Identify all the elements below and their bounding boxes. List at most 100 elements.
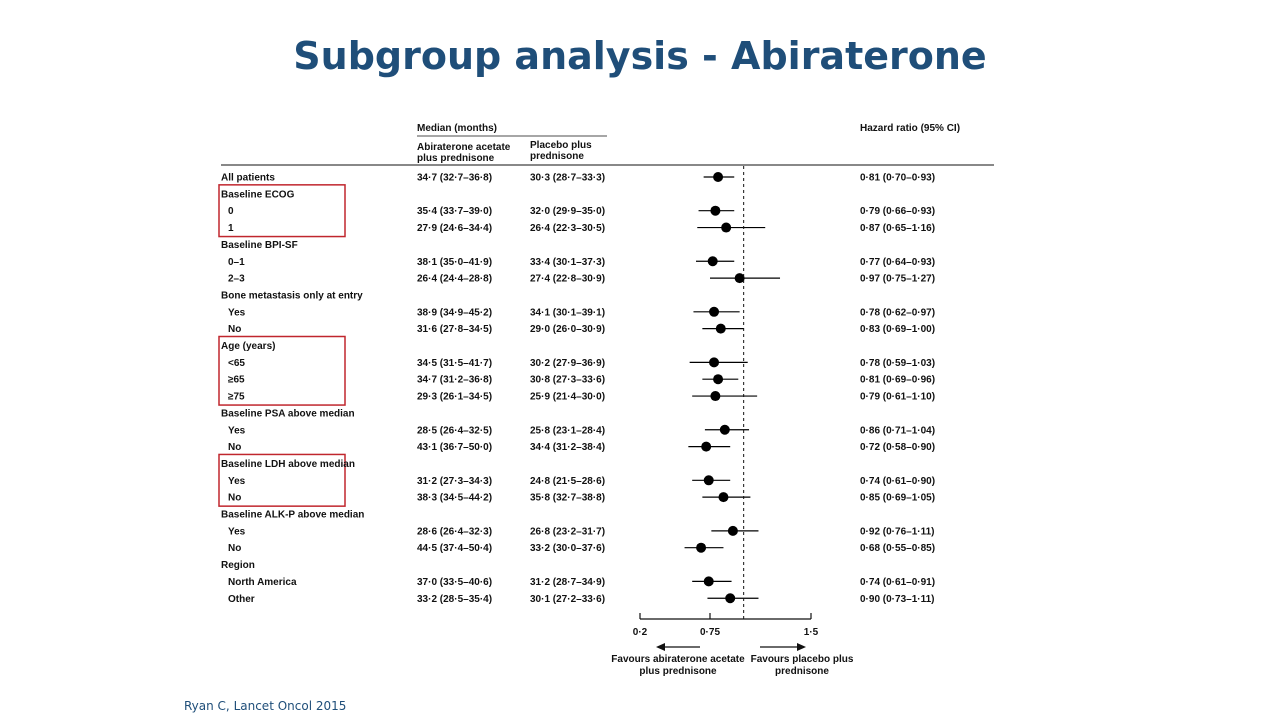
arm1-median: 26·4 (24·4–28·8) <box>417 274 492 285</box>
hazard-ratio-text: 0·68 (0·55–0·85) <box>860 543 935 554</box>
arm1-median: 35·4 (33·7–39·0) <box>417 206 492 217</box>
hr-point <box>721 222 732 233</box>
hazard-ratio-text: 0·77 (0·64–0·93) <box>860 257 935 268</box>
hazard-ratio-text: 0·92 (0·76–1·11) <box>860 526 935 537</box>
arm2-median: 32·0 (29·9–35·0) <box>530 206 605 217</box>
arm1-median: 29·3 (26·1–34·5) <box>417 392 492 403</box>
favours-right-arrowhead <box>797 643 806 651</box>
hr-point <box>734 273 745 284</box>
row-label: 1 <box>228 223 234 234</box>
arm1-median: 43·1 (36·7–50·0) <box>417 442 492 453</box>
arm2-median: 34·4 (31·2–38·4) <box>530 442 605 453</box>
row-label: 0 <box>228 206 234 217</box>
hazard-ratio-text: 0·78 (0·62–0·97) <box>860 307 935 318</box>
arm2-header-line2: prednisone <box>530 151 584 162</box>
x-tick-label: 0·2 <box>633 627 648 638</box>
hazard-ratio-text: 0·74 (0·61–0·91) <box>860 577 935 588</box>
arm2-median: 26·4 (22·3–30·5) <box>530 223 605 234</box>
subgroup-header: Bone metastasis only at entry <box>221 290 363 301</box>
row-label: No <box>228 493 241 504</box>
subgroup-header: Baseline LDH above median <box>221 459 355 470</box>
arm2-median: 25·8 (23·1–28·4) <box>530 425 605 436</box>
row-label: ≥75 <box>228 392 245 403</box>
hr-point <box>696 542 707 553</box>
hazard-ratio-text: 0·87 (0·65–1·16) <box>860 223 935 234</box>
hr-header: Hazard ratio (95% CI) <box>860 123 960 134</box>
hazard-ratio-text: 0·86 (0·71–1·04) <box>860 425 935 436</box>
arm1-median: 34·7 (31·2–36·8) <box>417 375 492 386</box>
arm1-median: 38·3 (34·5–44·2) <box>417 493 492 504</box>
row-label: No <box>228 442 241 453</box>
arm1-median: 33·2 (28·5–35·4) <box>417 594 492 605</box>
row-label: North America <box>228 577 297 588</box>
hr-point <box>725 593 736 604</box>
arm2-median: 31·2 (28·7–34·9) <box>530 577 605 588</box>
highlight-boxes <box>218 184 346 507</box>
hr-point <box>727 525 738 536</box>
x-axis: 0·2 0·75 1·5 Favours abiraterone acetateplu… <box>611 613 854 677</box>
row-label: Yes <box>228 425 246 436</box>
plot-area <box>684 166 781 619</box>
subgroup-header: Baseline ALK-P above median <box>221 510 364 521</box>
hazard-ratio-text: 0·81 (0·69–0·96) <box>860 375 935 386</box>
slide-title: Subgroup analysis - Abiraterone <box>293 34 987 78</box>
arm2-median: 25·9 (21·4–30·0) <box>530 392 605 403</box>
hazard-ratio-text: 0·74 (0·61–0·90) <box>860 476 935 487</box>
arm2-header-line1: Placebo plus <box>530 140 592 151</box>
arm2-median: 30·8 (27·3–33·6) <box>530 375 605 386</box>
arm2-median: 30·2 (27·9–36·9) <box>530 358 605 369</box>
column-headers: Median (months) Abiraterone acetate plus… <box>221 123 994 166</box>
arm1-median: 44·5 (37·4–50·4) <box>417 543 492 554</box>
favours-left-label: plus prednisone <box>639 666 717 677</box>
hazard-ratio-text: 0·79 (0·66–0·93) <box>860 206 935 217</box>
highlight-box <box>218 453 346 507</box>
hazard-ratio-text: 0·85 (0·69–1·05) <box>860 493 935 504</box>
row-label: Yes <box>228 476 246 487</box>
row-label: 0–1 <box>228 257 245 268</box>
arm2-median: 26·8 (23·2–31·7) <box>530 526 605 537</box>
row-label: ≥65 <box>228 375 245 386</box>
subgroup-header: Baseline BPI-SF <box>221 240 298 251</box>
hr-point <box>703 576 714 587</box>
hr-point <box>709 357 720 368</box>
arm1-header-line1: Abiraterone acetate <box>417 142 511 153</box>
row-label: 2–3 <box>228 274 245 285</box>
subgroup-header: Region <box>221 560 255 571</box>
hr-point <box>710 205 721 216</box>
hazard-ratio-text: 0·72 (0·58–0·90) <box>860 442 935 453</box>
hazard-ratio-text: 0·78 (0·59–1·03) <box>860 358 935 369</box>
hr-point <box>710 391 721 402</box>
hr-point <box>713 374 724 385</box>
subgroup-header: Baseline ECOG <box>221 189 295 200</box>
arm1-median: 34·7 (32·7–36·8) <box>417 173 492 184</box>
arm1-median: 28·6 (26·4–32·3) <box>417 526 492 537</box>
subgroup-header: Baseline PSA above median <box>221 408 355 419</box>
arm2-median: 30·3 (28·7–33·3) <box>530 173 605 184</box>
hr-point <box>707 256 718 267</box>
row-label: No <box>228 324 241 335</box>
hazard-ratio-text: 0·83 (0·69–1·00) <box>860 324 935 335</box>
row-label: Other <box>228 594 255 605</box>
median-header: Median (months) <box>417 123 497 134</box>
arm1-median: 38·1 (35·0–41·9) <box>417 257 492 268</box>
arm2-median: 29·0 (26·0–30·9) <box>530 324 605 335</box>
arm2-median: 34·1 (30·1–39·1) <box>530 307 605 318</box>
arm2-median: 24·8 (21·5–28·6) <box>530 476 605 487</box>
hazard-ratio-text: 0·81 (0·70–0·93) <box>860 173 935 184</box>
row-label: Yes <box>228 307 246 318</box>
hazard-ratio-text: 0·79 (0·61–1·10) <box>860 392 935 403</box>
favours-left-arrowhead <box>656 643 665 651</box>
hr-point <box>719 424 730 435</box>
subgroup-header: Age (years) <box>221 341 275 352</box>
hr-point <box>709 306 720 317</box>
row-label: All patients <box>221 173 275 184</box>
arm1-median: 37·0 (33·5–40·6) <box>417 577 492 588</box>
arm1-median: 27·9 (24·6–34·4) <box>417 223 492 234</box>
row-label: Yes <box>228 526 246 537</box>
hr-point <box>701 441 712 452</box>
arm1-median: 34·5 (31·5–41·7) <box>417 358 492 369</box>
arm1-median: 28·5 (26·4–32·5) <box>417 425 492 436</box>
hr-point <box>703 475 714 486</box>
arm2-median: 27·4 (22·8–30·9) <box>530 274 605 285</box>
